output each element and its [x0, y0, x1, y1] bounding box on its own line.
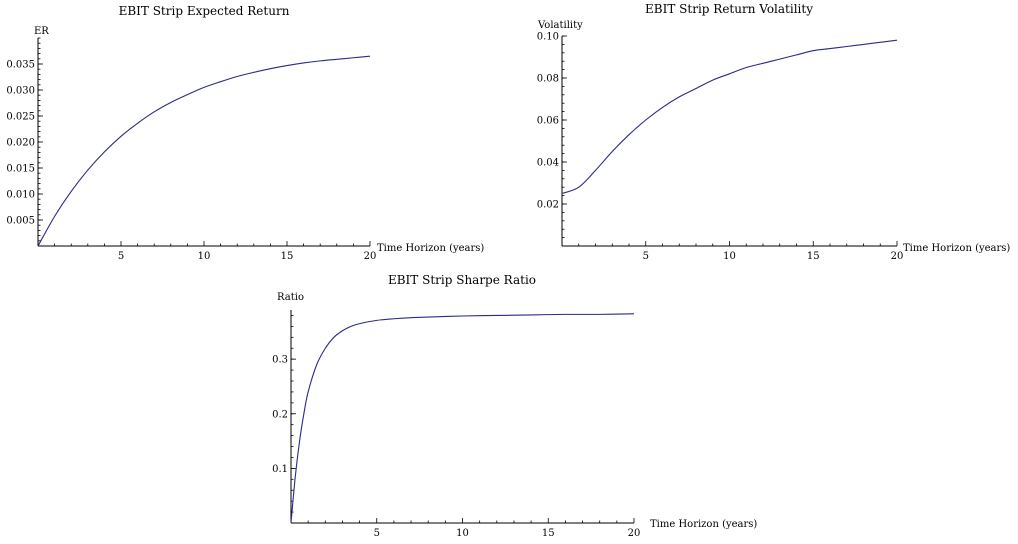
- chart-expected-return: EBIT Strip Expected Return ER Time Horiz…: [6, 4, 484, 262]
- x-tick-label: 15: [807, 251, 820, 262]
- y-axis-label: Ratio: [277, 292, 304, 303]
- y-axis-label: ER: [34, 26, 49, 37]
- y-tick-label: 0.025: [6, 112, 35, 123]
- y-axis-label: Volatility: [537, 20, 583, 31]
- x-tick-label: 20: [364, 251, 377, 262]
- y-tick-label: 0.2: [272, 409, 288, 420]
- x-tick-label: 5: [643, 251, 649, 262]
- axis-ticks: 5 10 15 20 0.1 0.2 0.3: [272, 315, 640, 539]
- x-tick-label: 5: [374, 528, 380, 539]
- y-tick-label: 0.04: [537, 158, 559, 169]
- chart-return-volatility: EBIT Strip Return Volatility Volatility …: [537, 2, 1011, 262]
- x-tick-label: 10: [456, 528, 469, 539]
- y-tick-label: 0.10: [537, 32, 559, 43]
- data-line: [37, 55, 371, 247]
- axis-ticks: 5 10 15 20 0.005 0.010 0.015 0.020 0.025 0.030 0.0…: [6, 37, 377, 262]
- y-tick-label: 0.3: [272, 355, 288, 366]
- x-axis-label: Time Horizon (years): [903, 243, 1010, 254]
- y-tick-label: 0.02: [537, 200, 559, 211]
- y-tick-label: 0.020: [6, 138, 35, 149]
- x-axis-label: Time Horizon (years): [650, 519, 757, 530]
- y-tick-label: 0.1: [272, 464, 288, 475]
- axis-ticks: 5 10 15 20 0.02 0.04 0.06 0.08 0.10: [537, 32, 904, 263]
- y-tick-label: 0.015: [6, 164, 35, 175]
- chart-title: EBIT Strip Expected Return: [119, 4, 290, 18]
- data-line: [561, 39, 898, 195]
- chart-title: EBIT Strip Sharpe Ratio: [388, 273, 536, 287]
- chart-title: EBIT Strip Return Volatility: [645, 2, 813, 16]
- y-tick-label: 0.030: [6, 86, 35, 97]
- x-tick-label: 10: [723, 251, 736, 262]
- y-tick-label: 0.08: [537, 74, 559, 85]
- x-tick-label: 5: [118, 251, 124, 262]
- data-line: [290, 313, 635, 524]
- x-tick-label: 20: [891, 251, 904, 262]
- y-tick-label: 0.035: [6, 60, 35, 71]
- x-tick-label: 15: [281, 251, 294, 262]
- y-tick-label: 0.06: [537, 116, 559, 127]
- y-tick-label: 0.010: [6, 190, 35, 201]
- chart-sharpe-ratio: EBIT Strip Sharpe Ratio Ratio Time Horiz…: [272, 273, 757, 539]
- y-tick-label: 0.005: [6, 216, 35, 227]
- x-tick-label: 10: [198, 251, 211, 262]
- x-tick-label: 15: [542, 528, 555, 539]
- x-tick-label: 20: [628, 528, 641, 539]
- x-axis-label: Time Horizon (years): [377, 243, 484, 254]
